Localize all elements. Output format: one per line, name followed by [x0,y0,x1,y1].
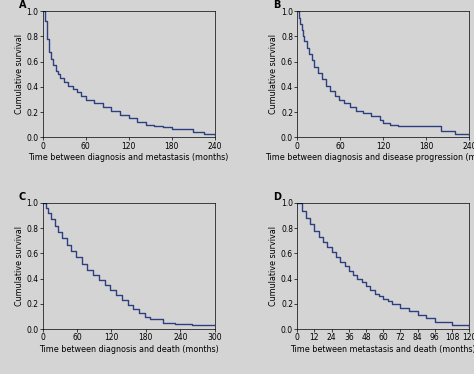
X-axis label: Time between diagnosis and death (months): Time between diagnosis and death (months… [39,345,219,354]
Text: B: B [273,0,281,10]
Y-axis label: Cumulative survival: Cumulative survival [269,226,278,306]
X-axis label: Time between metastasis and death (months): Time between metastasis and death (month… [291,345,474,354]
X-axis label: Time between diagnosis and metastasis (months): Time between diagnosis and metastasis (m… [28,153,229,162]
Y-axis label: Cumulative survival: Cumulative survival [15,226,24,306]
Y-axis label: Cumulative survival: Cumulative survival [15,34,24,114]
Text: C: C [18,192,26,202]
X-axis label: Time between diagnosis and disease progression (months): Time between diagnosis and disease progr… [265,153,474,162]
Text: D: D [273,192,281,202]
Y-axis label: Cumulative survival: Cumulative survival [269,34,278,114]
Text: A: A [18,0,26,10]
